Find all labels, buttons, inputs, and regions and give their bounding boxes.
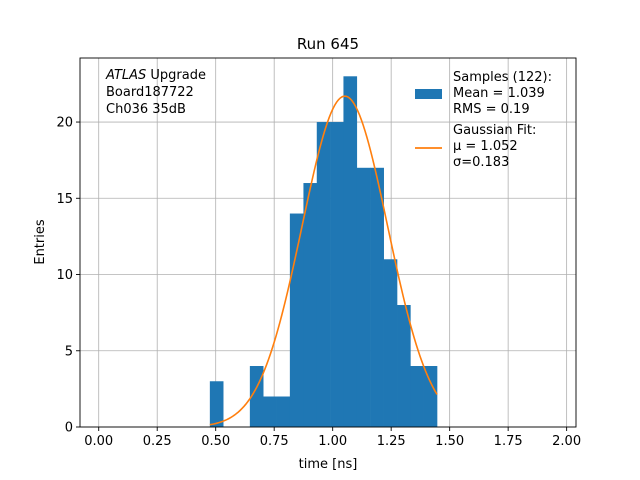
histogram-bar (410, 366, 424, 427)
legend-fit-line: μ = 1.052 (453, 139, 518, 154)
histogram-bar (383, 259, 398, 427)
histogram-bars (209, 76, 438, 428)
atlas-annotation: ATLAS Upgrade Board187722 Ch036 35dB (105, 68, 206, 117)
histogram-bar (330, 122, 344, 427)
histogram-bar (356, 167, 371, 427)
histogram-bar (289, 213, 304, 427)
legend-fit-line: Gaussian Fit: (453, 123, 536, 138)
histogram-bar (370, 167, 384, 427)
y-tick-label: 0 (65, 421, 73, 436)
annotation-text: Board187722 (106, 85, 194, 100)
annotation-text: Ch036 35dB (106, 102, 186, 117)
y-tick-label: 5 (65, 344, 73, 359)
histogram-bar (343, 76, 358, 428)
histogram-bar (397, 305, 411, 427)
chart-title: Run 645 (297, 35, 359, 53)
histogram-bar (303, 183, 318, 427)
legend: Samples (122): Mean = 1.039 RMS = 0.19 G… (415, 70, 552, 170)
y-axis-ticks: 0 5 10 15 20 (56, 116, 80, 436)
annotation-line: Board187722 (106, 85, 194, 100)
annotation-text: Upgrade (146, 68, 206, 83)
histogram-bar (263, 396, 277, 427)
legend-histogram-line: Samples (122): (453, 70, 552, 85)
y-tick-label: 10 (56, 268, 73, 283)
legend-histogram-label: Samples (122): Mean = 1.039 RMS = 0.19 (453, 70, 552, 117)
legend-histogram-swatch (415, 89, 442, 99)
annotation-italic: ATLAS (105, 68, 146, 83)
x-tick-label: 0.00 (84, 434, 113, 449)
y-tick-label: 15 (56, 192, 73, 207)
histogram-bar (423, 366, 438, 427)
legend-histogram-line: Mean = 1.039 (453, 86, 545, 101)
x-axis-label: time [ns] (299, 457, 358, 472)
annotation-line: Ch036 35dB (106, 102, 186, 117)
histogram-bar (316, 122, 331, 427)
x-tick-label: 0.75 (260, 434, 289, 449)
annotation-line: ATLAS Upgrade (105, 68, 206, 83)
x-tick-label: 1.75 (494, 434, 523, 449)
x-tick-label: 2.00 (552, 434, 581, 449)
plot-frame (79, 57, 577, 428)
y-axis-label: Entries (33, 219, 48, 265)
x-tick-label: 1.25 (377, 434, 406, 449)
histogram-bar (276, 396, 291, 427)
x-tick-label: 1.50 (435, 434, 464, 449)
y-tick-label: 20 (56, 116, 73, 131)
x-tick-label: 1.00 (318, 434, 347, 449)
x-tick-label: 0.25 (143, 434, 172, 449)
x-axis-ticks: 0.00 0.25 0.50 0.75 1.00 1.25 1.50 1.75 2.00 (84, 427, 581, 449)
histogram-bar (209, 381, 224, 427)
legend-histogram-line: RMS = 0.19 (453, 102, 530, 117)
legend-fit-line: σ=0.183 (453, 155, 509, 170)
gaussian-fit-curve (209, 95, 438, 426)
x-tick-label: 0.50 (201, 434, 230, 449)
